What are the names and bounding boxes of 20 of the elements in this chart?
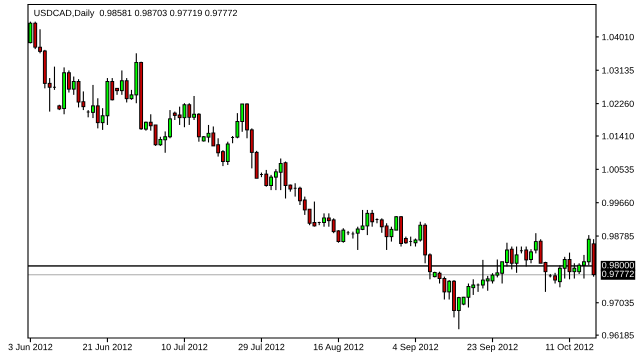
x-tick-label: 3 Jun 2012 (8, 344, 52, 350)
y-tick-label: 0.97035 (602, 300, 634, 306)
x-tick-label: 16 Aug 2012 (314, 344, 364, 352)
ref-line-label: 0.97772 (602, 270, 634, 278)
x-tick-label: 4 Sep 2012 (392, 344, 438, 352)
text: USDCAD,Daily 0.98581 0.98703 0.97719 0.97772 (34, 10, 237, 18)
x-tick-label: 21 Jun 2012 (83, 344, 132, 350)
y-tick-label: 1.04010 (602, 34, 634, 40)
y-tick-label: 0.98785 (602, 233, 634, 240)
y-tick-label: 1.03135 (602, 67, 634, 74)
y-tick-label: 0.96185 (602, 332, 634, 338)
y-tick-label: 1.01410 (602, 132, 634, 140)
y-tick-label: 1.02260 (602, 100, 634, 107)
x-tick-label: 10 Jul 2012 (162, 344, 208, 350)
ref-line-label: 0.98000 (602, 262, 634, 268)
x-tick-label: 29 Jul 2012 (238, 344, 284, 350)
x-tick-label: 11 Oct 2012 (546, 344, 594, 350)
y-tick-label: 0.99660 (602, 200, 634, 206)
y-tick-label: 1.00535 (602, 166, 634, 173)
x-tick-label: 23 Sep 2012 (467, 344, 518, 352)
